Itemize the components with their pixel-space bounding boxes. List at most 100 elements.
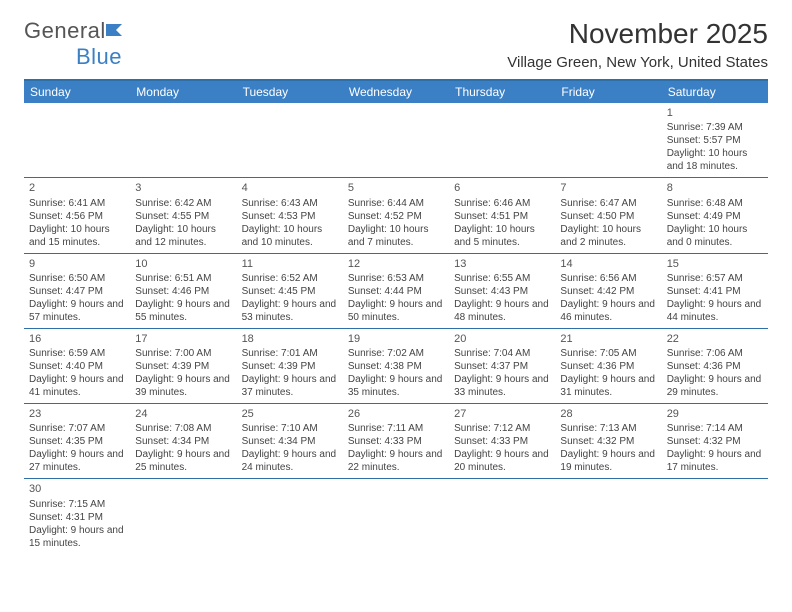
header: GeneralBlue November 2025 Village Green,…: [24, 18, 768, 71]
day-number: 23: [29, 407, 125, 421]
dayhead: Sunday: [24, 81, 130, 103]
sunset-line: Sunset: 4:35 PM: [29, 435, 125, 448]
sunrise-line: Sunrise: 7:01 AM: [242, 347, 338, 360]
dayhead: Friday: [555, 81, 661, 103]
day-cell: 28Sunrise: 7:13 AMSunset: 4:32 PMDayligh…: [555, 404, 661, 478]
empty-cell: [555, 103, 661, 177]
sunrise-line: Sunrise: 6:57 AM: [667, 272, 763, 285]
sunrise-line: Sunrise: 6:46 AM: [454, 197, 550, 210]
sunrise-line: Sunrise: 6:50 AM: [29, 272, 125, 285]
sunrise-line: Sunrise: 6:52 AM: [242, 272, 338, 285]
week-row: 9Sunrise: 6:50 AMSunset: 4:47 PMDaylight…: [24, 254, 768, 329]
daylight-line: Daylight: 9 hours and 53 minutes.: [242, 298, 338, 324]
sunrise-line: Sunrise: 6:59 AM: [29, 347, 125, 360]
sunrise-line: Sunrise: 7:10 AM: [242, 422, 338, 435]
day-cell: 23Sunrise: 7:07 AMSunset: 4:35 PMDayligh…: [24, 404, 130, 478]
day-number: 2: [29, 181, 125, 195]
title-block: November 2025 Village Green, New York, U…: [507, 18, 768, 71]
day-cell: 10Sunrise: 6:51 AMSunset: 4:46 PMDayligh…: [130, 254, 236, 328]
empty-cell: [449, 479, 555, 553]
empty-cell: [343, 103, 449, 177]
day-cell: 2Sunrise: 6:41 AMSunset: 4:56 PMDaylight…: [24, 178, 130, 252]
day-cell: 17Sunrise: 7:00 AMSunset: 4:39 PMDayligh…: [130, 329, 236, 403]
empty-cell: [130, 103, 236, 177]
week-row: 1Sunrise: 7:39 AMSunset: 5:57 PMDaylight…: [24, 103, 768, 178]
daylight-line: Daylight: 9 hours and 37 minutes.: [242, 373, 338, 399]
empty-cell: [662, 479, 768, 553]
daylight-line: Daylight: 9 hours and 57 minutes.: [29, 298, 125, 324]
sunset-line: Sunset: 4:52 PM: [348, 210, 444, 223]
daylight-line: Daylight: 9 hours and 17 minutes.: [667, 448, 763, 474]
day-number: 4: [242, 181, 338, 195]
day-number: 10: [135, 257, 231, 271]
sunrise-line: Sunrise: 6:41 AM: [29, 197, 125, 210]
daylight-line: Daylight: 9 hours and 22 minutes.: [348, 448, 444, 474]
sunset-line: Sunset: 4:47 PM: [29, 285, 125, 298]
sunrise-line: Sunrise: 7:06 AM: [667, 347, 763, 360]
day-number: 24: [135, 407, 231, 421]
sunset-line: Sunset: 4:51 PM: [454, 210, 550, 223]
daylight-line: Daylight: 9 hours and 31 minutes.: [560, 373, 656, 399]
day-cell: 24Sunrise: 7:08 AMSunset: 4:34 PMDayligh…: [130, 404, 236, 478]
day-cell: 21Sunrise: 7:05 AMSunset: 4:36 PMDayligh…: [555, 329, 661, 403]
sunrise-line: Sunrise: 6:53 AM: [348, 272, 444, 285]
daylight-line: Daylight: 9 hours and 25 minutes.: [135, 448, 231, 474]
day-number: 22: [667, 332, 763, 346]
day-number: 14: [560, 257, 656, 271]
sunrise-line: Sunrise: 7:07 AM: [29, 422, 125, 435]
empty-cell: [237, 103, 343, 177]
daylight-line: Daylight: 10 hours and 5 minutes.: [454, 223, 550, 249]
day-number: 1: [667, 106, 763, 120]
sunrise-line: Sunrise: 6:51 AM: [135, 272, 231, 285]
sunset-line: Sunset: 4:31 PM: [29, 511, 125, 524]
day-number: 12: [348, 257, 444, 271]
day-cell: 11Sunrise: 6:52 AMSunset: 4:45 PMDayligh…: [237, 254, 343, 328]
sunset-line: Sunset: 4:36 PM: [560, 360, 656, 373]
day-cell: 14Sunrise: 6:56 AMSunset: 4:42 PMDayligh…: [555, 254, 661, 328]
daylight-line: Daylight: 9 hours and 50 minutes.: [348, 298, 444, 324]
day-cell: 19Sunrise: 7:02 AMSunset: 4:38 PMDayligh…: [343, 329, 449, 403]
sunrise-line: Sunrise: 7:12 AM: [454, 422, 550, 435]
day-number: 21: [560, 332, 656, 346]
sunset-line: Sunset: 4:44 PM: [348, 285, 444, 298]
daylight-line: Daylight: 9 hours and 29 minutes.: [667, 373, 763, 399]
sunset-line: Sunset: 4:32 PM: [667, 435, 763, 448]
daylight-line: Daylight: 10 hours and 7 minutes.: [348, 223, 444, 249]
day-cell: 6Sunrise: 6:46 AMSunset: 4:51 PMDaylight…: [449, 178, 555, 252]
day-cell: 4Sunrise: 6:43 AMSunset: 4:53 PMDaylight…: [237, 178, 343, 252]
sunrise-line: Sunrise: 6:44 AM: [348, 197, 444, 210]
empty-cell: [343, 479, 449, 553]
sunrise-line: Sunrise: 7:04 AM: [454, 347, 550, 360]
sunrise-line: Sunrise: 7:11 AM: [348, 422, 444, 435]
logo-text: GeneralBlue: [24, 18, 128, 70]
day-number: 19: [348, 332, 444, 346]
day-number: 8: [667, 181, 763, 195]
day-cell: 16Sunrise: 6:59 AMSunset: 4:40 PMDayligh…: [24, 329, 130, 403]
day-number: 20: [454, 332, 550, 346]
sunset-line: Sunset: 4:49 PM: [667, 210, 763, 223]
day-cell: 15Sunrise: 6:57 AMSunset: 4:41 PMDayligh…: [662, 254, 768, 328]
week-row: 16Sunrise: 6:59 AMSunset: 4:40 PMDayligh…: [24, 329, 768, 404]
sunset-line: Sunset: 4:45 PM: [242, 285, 338, 298]
day-cell: 26Sunrise: 7:11 AMSunset: 4:33 PMDayligh…: [343, 404, 449, 478]
day-number: 11: [242, 257, 338, 271]
dayhead: Saturday: [662, 81, 768, 103]
sunrise-line: Sunrise: 7:02 AM: [348, 347, 444, 360]
day-cell: 27Sunrise: 7:12 AMSunset: 4:33 PMDayligh…: [449, 404, 555, 478]
empty-cell: [130, 479, 236, 553]
week-row: 30Sunrise: 7:15 AMSunset: 4:31 PMDayligh…: [24, 479, 768, 553]
day-number: 7: [560, 181, 656, 195]
dayhead: Thursday: [449, 81, 555, 103]
calendar: SundayMondayTuesdayWednesdayThursdayFrid…: [24, 79, 768, 554]
empty-cell: [555, 479, 661, 553]
sunset-line: Sunset: 4:53 PM: [242, 210, 338, 223]
day-number: 13: [454, 257, 550, 271]
sunset-line: Sunset: 4:55 PM: [135, 210, 231, 223]
sunrise-line: Sunrise: 7:14 AM: [667, 422, 763, 435]
day-number: 17: [135, 332, 231, 346]
location: Village Green, New York, United States: [507, 54, 768, 71]
day-number: 27: [454, 407, 550, 421]
sunrise-line: Sunrise: 7:15 AM: [29, 498, 125, 511]
sunrise-line: Sunrise: 7:08 AM: [135, 422, 231, 435]
day-cell: 29Sunrise: 7:14 AMSunset: 4:32 PMDayligh…: [662, 404, 768, 478]
